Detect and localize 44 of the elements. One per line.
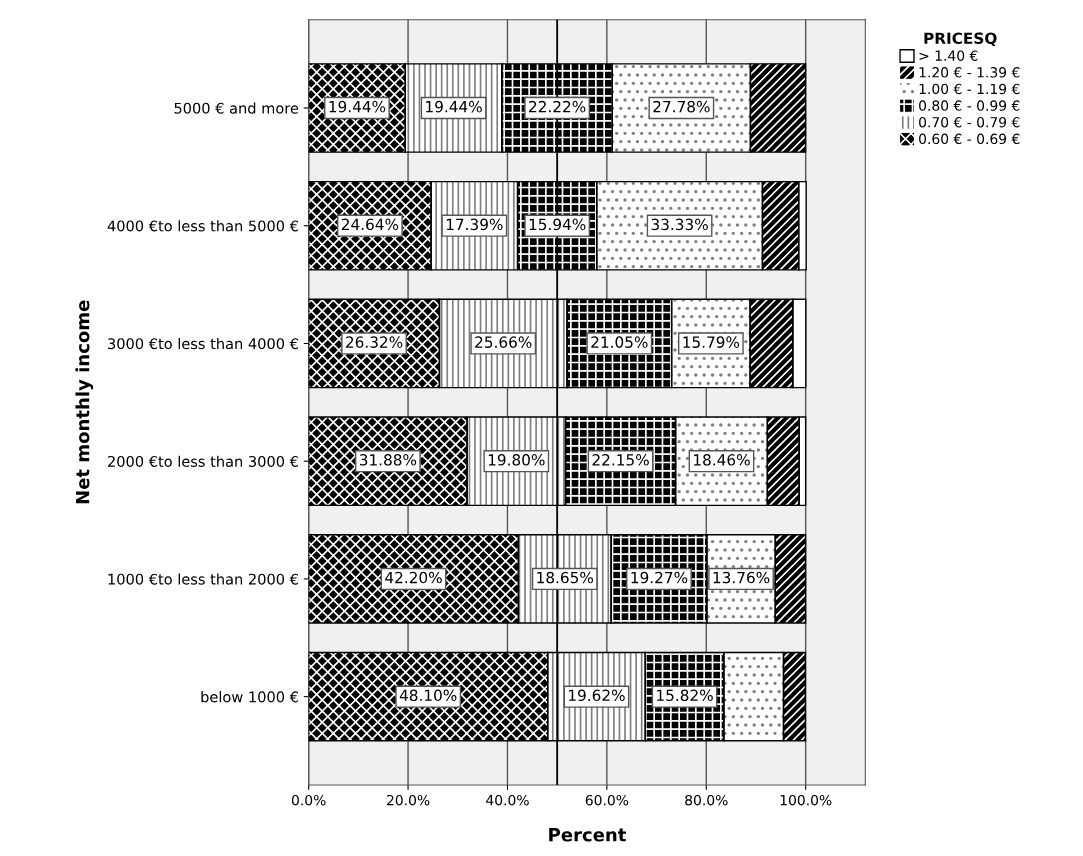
y-tick-label: 1000 €to less than 2000 €: [108, 573, 298, 585]
legend-label: 1.20 € - 1.39 €: [919, 67, 1020, 78]
data-label: 15.94%: [529, 218, 586, 231]
legend-title: PRICESQ: [924, 32, 997, 47]
x-tick-label: 100.0%: [780, 794, 832, 806]
data-label: 24.64%: [341, 218, 399, 231]
x-tick-label: 20.0%: [387, 794, 430, 806]
data-label: 18.46%: [694, 454, 750, 466]
data-label: 22.15%: [592, 454, 649, 466]
legend-label: > 1.40 €: [919, 50, 978, 61]
data-label: 19.80%: [488, 454, 545, 466]
data-label: 25.66%: [475, 336, 532, 348]
x-tick-label: 60.0%: [585, 794, 629, 806]
x-axis-title: Percent: [549, 828, 626, 842]
data-label: 17.39%: [446, 218, 503, 231]
y-tick-label: 4000 €to less than 5000 €: [107, 220, 298, 232]
legend-label: 1.00 € - 1.19 €: [919, 83, 1020, 95]
legend-label: 0.70 € - 0.79 €: [919, 116, 1020, 128]
data-label: 33.33%: [651, 218, 708, 231]
data-label: 48.10%: [399, 689, 457, 702]
data-label: 15.82%: [657, 689, 713, 702]
y-tick-label: 3000 €to less than 4000 €: [108, 337, 298, 350]
x-tick-label: 40.0%: [486, 794, 529, 806]
legend-label: 0.60 € - 0.69 €: [919, 133, 1020, 145]
y-tick-label: 2000 €to less than 3000 €: [108, 455, 298, 467]
data-label: 18.65%: [537, 571, 594, 584]
data-label: 21.05%: [591, 336, 648, 348]
data-label: 42.20%: [385, 571, 442, 584]
legend-label: 0.80 € - 0.99 €: [919, 100, 1020, 111]
y-axis-title: Net monthly income: [75, 300, 94, 504]
data-label: 31.88%: [359, 454, 417, 466]
x-tick-label: 0.0%: [291, 794, 326, 806]
data-label: 19.62%: [569, 689, 625, 702]
data-label: 22.22%: [529, 100, 586, 113]
data-label: 13.76%: [713, 571, 770, 584]
data-label: 19.44%: [329, 100, 386, 113]
y-tick-label: 5000 € and more: [174, 102, 299, 114]
data-label: 27.78%: [653, 100, 710, 113]
data-label: 15.79%: [683, 336, 740, 348]
data-label: 26.32%: [346, 336, 403, 348]
y-tick-label: below 1000 €: [201, 691, 298, 703]
data-label: 19.44%: [426, 100, 482, 113]
data-label: 19.27%: [631, 571, 688, 584]
x-tick-label: 80.0%: [685, 794, 728, 806]
